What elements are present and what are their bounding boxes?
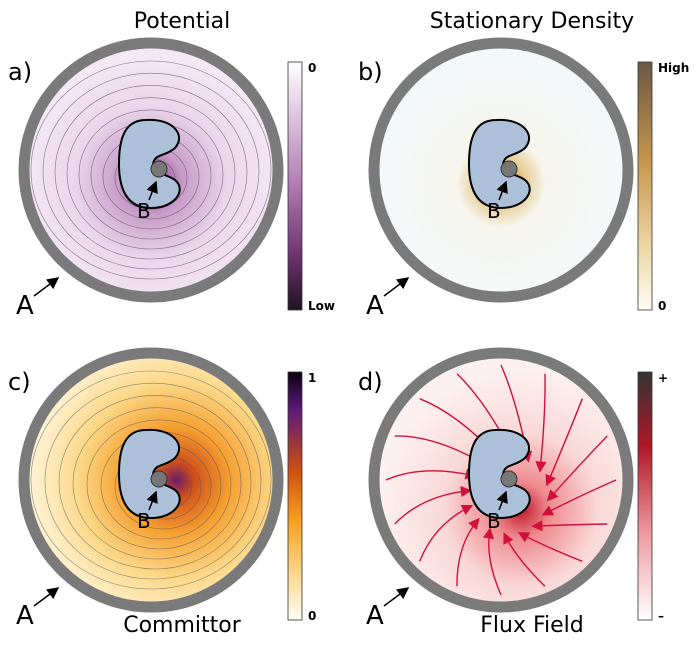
panel: c) B A 1 0 [8, 347, 316, 631]
colorbar-bottom-label: Low [308, 299, 335, 313]
region-b [467, 428, 531, 520]
flux-line [503, 532, 546, 587]
flux-line [531, 520, 608, 532]
colorbar-top-label: + [658, 371, 668, 385]
flux-line [546, 435, 608, 502]
panel-letter: d) [358, 368, 383, 396]
point-a-arrow [33, 587, 60, 607]
flux-line [394, 485, 473, 525]
contour [66, 97, 236, 250]
contour [44, 382, 262, 580]
panel: b) B A High 0 [358, 37, 689, 321]
boundary-ring [368, 37, 634, 303]
point-b-label: B [137, 199, 151, 223]
panel-title: Flux Field [480, 613, 584, 638]
panel-letter: a) [8, 58, 32, 86]
colorbar-top-label: High [658, 61, 689, 75]
flux-line [545, 398, 583, 487]
panel: d) B A + – [358, 347, 668, 631]
panel-title: Stationary Density [430, 9, 634, 34]
panel-title: Committor [123, 613, 242, 638]
point-a-arrow [33, 277, 60, 297]
flux-line [541, 479, 617, 516]
target-dot [150, 160, 168, 178]
point-b-label: B [487, 199, 501, 223]
point-a-label: A [366, 601, 384, 631]
contour [30, 60, 272, 280]
flux-line [385, 468, 477, 481]
point-b-arrow [146, 180, 158, 201]
colorbar-top-label: 1 [308, 371, 316, 385]
point-b-label: B [137, 509, 151, 533]
contour [86, 419, 232, 550]
panel-letter: c) [8, 368, 31, 396]
colorbar [287, 371, 303, 621]
flux-line [419, 504, 474, 562]
point-b-arrow [496, 180, 508, 201]
region-b [117, 118, 181, 210]
colorbar-bottom-label: 0 [658, 299, 666, 313]
flux-line [535, 373, 547, 473]
flux-line [456, 517, 480, 587]
boundary-ring [18, 347, 284, 613]
colorbar-bottom-label: 0 [308, 609, 316, 623]
point-b-label: B [487, 509, 501, 533]
colorbar-top-label: 0 [308, 61, 316, 75]
colorbar [287, 61, 303, 311]
contour [42, 72, 260, 270]
point-a-label: A [366, 291, 384, 321]
colorbar-bottom-label: – [658, 609, 664, 623]
panel: a) B A 0 Low [8, 37, 335, 321]
panel-letter: b) [358, 58, 383, 86]
point-b-arrow [146, 490, 158, 511]
point-a-label: A [16, 601, 34, 631]
region-b [467, 118, 531, 210]
contour [54, 85, 248, 260]
target-dot [500, 470, 518, 488]
contour [72, 407, 242, 560]
region-b [117, 428, 181, 520]
colorbar [637, 61, 653, 311]
point-b-arrow [496, 490, 508, 511]
point-a-arrow [383, 587, 410, 607]
boundary-ring [18, 37, 284, 303]
target-dot [150, 470, 168, 488]
target-dot [500, 160, 518, 178]
contour [78, 109, 224, 240]
contour [58, 395, 252, 570]
point-a-arrow [383, 277, 410, 297]
boundary-ring [368, 347, 634, 613]
flux-line [482, 527, 502, 596]
colorbar [637, 371, 653, 621]
flux-line [517, 532, 583, 562]
contour [30, 370, 272, 590]
point-a-label: A [16, 291, 34, 321]
panel-title: Potential [134, 9, 230, 34]
